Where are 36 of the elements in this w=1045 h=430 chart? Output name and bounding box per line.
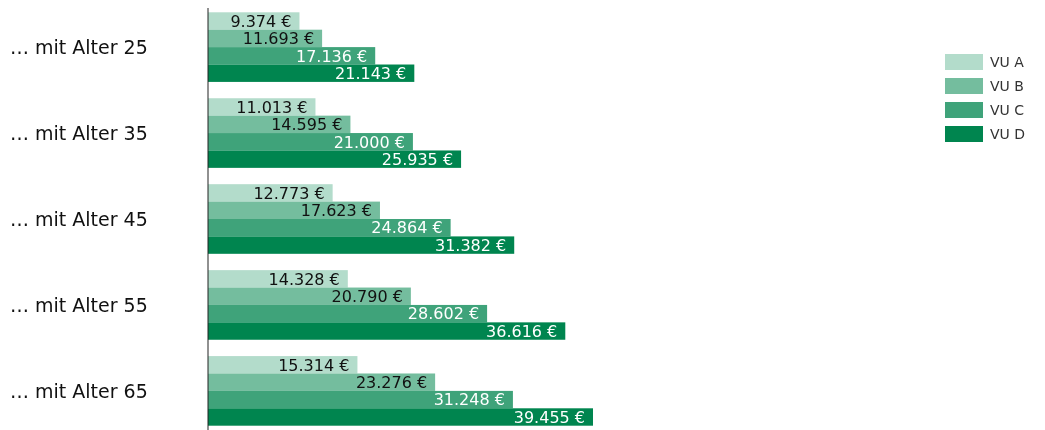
data-label: 31.382 € [434,235,507,255]
bar [208,47,376,65]
bar [208,236,515,254]
y-tick-label: … mit Alter 65 [10,379,148,402]
y-tick-label: … mit Alter 35 [10,121,148,144]
data-label: 20.790 € [331,287,403,306]
bar [208,390,513,409]
data-label: 23.276 € [355,372,428,392]
data-label: 12.773 € [253,183,325,203]
data-label: 17.136 € [295,46,368,66]
data-label: 21.000 € [333,132,405,152]
bar [208,150,462,168]
data-label: 15.314 € [278,355,350,375]
data-label: 24.864 € [371,218,443,238]
legend-label: VU A [990,54,1025,71]
data-label: 31.248 € [433,390,505,410]
y-tick-label: … mit Alter 45 [10,207,148,230]
data-label: 28.602 € [407,304,480,324]
data-label: 11.693 € [242,29,315,49]
data-label: 21.143 € [335,63,407,83]
data-label: 39.455 € [513,407,585,427]
y-tick-label: … mit Alter 55 [10,293,148,316]
legend-label: VU D [990,126,1026,143]
bar [208,373,436,391]
bar [208,408,593,426]
data-label: 11.013 € [236,97,308,117]
legend-label: VU C [990,102,1025,119]
data-label: 36.616 € [486,321,558,341]
data-label: 17.623 € [300,201,372,221]
data-label: 14.328 € [268,269,340,289]
data-label: 25.935 € [381,149,454,169]
data-label: 14.595 € [271,115,343,135]
bar [208,322,566,340]
data-label: 9.374 € [230,11,292,31]
y-tick-label: … mit Alter 25 [10,35,148,58]
legend-label: VU B [990,78,1024,95]
